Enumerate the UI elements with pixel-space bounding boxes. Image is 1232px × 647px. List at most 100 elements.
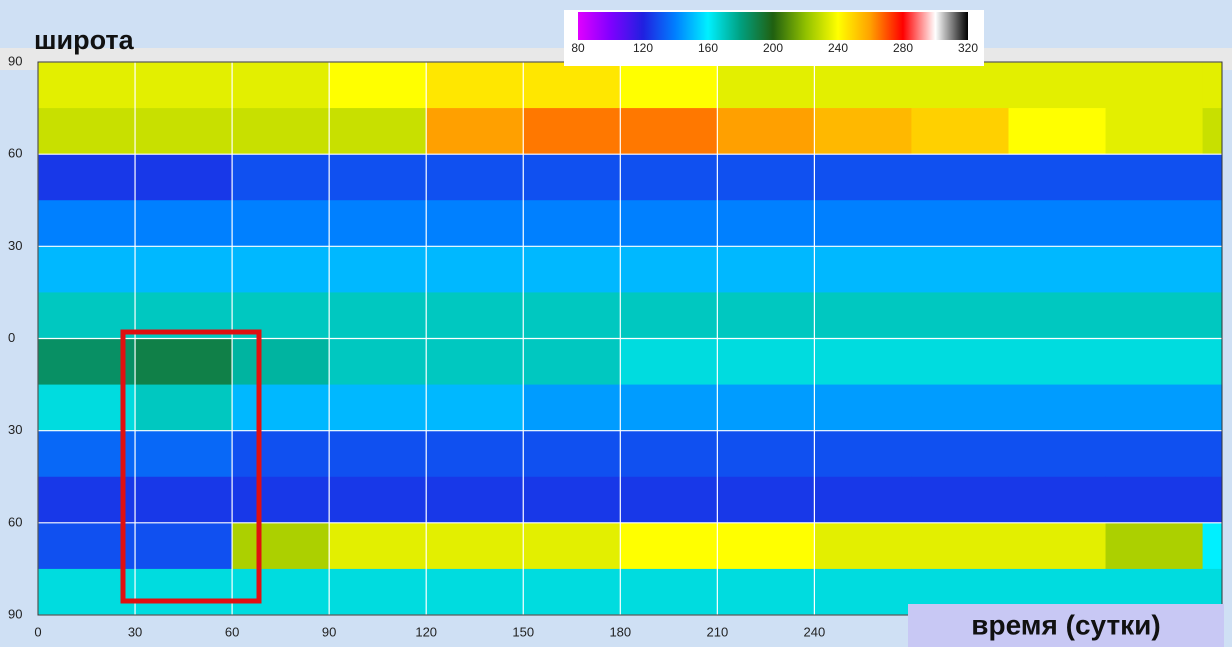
heat-cell bbox=[329, 200, 427, 247]
y-tick-label: 60 bbox=[8, 146, 22, 161]
heat-cell bbox=[814, 246, 912, 293]
heat-cell bbox=[523, 292, 621, 339]
heat-cell bbox=[1008, 62, 1106, 109]
heat-cell bbox=[232, 477, 330, 524]
heat-cell bbox=[426, 431, 524, 478]
heat-cell bbox=[1106, 154, 1204, 201]
heat-cell bbox=[620, 154, 718, 201]
heat-cell bbox=[426, 523, 524, 570]
x-tick-label: 150 bbox=[512, 624, 534, 639]
colorbar-tick-label: 280 bbox=[893, 41, 913, 55]
heat-cell bbox=[523, 339, 621, 386]
heat-cell bbox=[911, 523, 1009, 570]
y-tick-label: 30 bbox=[8, 422, 22, 437]
heat-cell bbox=[620, 339, 718, 386]
heat-cell bbox=[620, 200, 718, 247]
heat-cell bbox=[426, 154, 524, 201]
heat-cell bbox=[38, 246, 136, 293]
heat-cell bbox=[329, 154, 427, 201]
heat-cell bbox=[620, 431, 718, 478]
heat-cell bbox=[426, 62, 524, 109]
heat-cell bbox=[232, 385, 330, 432]
heat-cell bbox=[523, 246, 621, 293]
heat-cell bbox=[523, 431, 621, 478]
heat-cell bbox=[232, 339, 330, 386]
heat-cell bbox=[717, 477, 815, 524]
heat-cell bbox=[426, 385, 524, 432]
heat-cell bbox=[1106, 246, 1204, 293]
x-tick-label: 210 bbox=[706, 624, 728, 639]
heat-cell bbox=[620, 569, 718, 616]
heat-cell bbox=[135, 569, 233, 616]
heat-cell bbox=[1203, 523, 1223, 570]
heat-cell bbox=[329, 477, 427, 524]
heat-cell bbox=[1106, 385, 1204, 432]
heat-cell bbox=[814, 523, 912, 570]
y-tick-label: 0 bbox=[8, 330, 15, 345]
y-tick-label: 90 bbox=[8, 606, 22, 621]
x-tick-label: 30 bbox=[128, 624, 142, 639]
heat-cell bbox=[1203, 108, 1223, 155]
heat-cell bbox=[717, 569, 815, 616]
heat-cell bbox=[135, 154, 233, 201]
heat-cell bbox=[1106, 477, 1204, 524]
heat-cell bbox=[814, 154, 912, 201]
heat-cell bbox=[135, 385, 233, 432]
colorbar-tick-label: 120 bbox=[633, 41, 653, 55]
heat-cell bbox=[523, 385, 621, 432]
heat-cell bbox=[1106, 200, 1204, 247]
heat-cell bbox=[426, 292, 524, 339]
heat-cell bbox=[911, 292, 1009, 339]
y-tick-label: 90 bbox=[8, 53, 22, 68]
colorbar-tick-label: 240 bbox=[828, 41, 848, 55]
heat-cell bbox=[329, 431, 427, 478]
heat-cell bbox=[1106, 339, 1204, 386]
x-tick-label: 0 bbox=[34, 624, 41, 639]
heat-cell bbox=[426, 339, 524, 386]
heat-cell bbox=[329, 246, 427, 293]
heat-cell bbox=[232, 108, 330, 155]
heat-cell bbox=[717, 62, 815, 109]
x-tick-label: 90 bbox=[322, 624, 336, 639]
heat-cell bbox=[717, 246, 815, 293]
heat-cell bbox=[523, 569, 621, 616]
heat-cell bbox=[911, 62, 1009, 109]
heat-cell bbox=[38, 62, 136, 109]
heat-cell bbox=[426, 477, 524, 524]
heat-cell bbox=[1008, 154, 1106, 201]
heat-cell bbox=[717, 292, 815, 339]
heat-cell bbox=[1008, 477, 1106, 524]
heat-cell bbox=[232, 154, 330, 201]
heat-cell bbox=[814, 62, 912, 109]
heat-cell bbox=[1203, 385, 1223, 432]
colorbar-tick-label: 320 bbox=[958, 41, 978, 55]
heat-cell bbox=[135, 523, 233, 570]
x-tick-label: 180 bbox=[609, 624, 631, 639]
heat-cell bbox=[911, 200, 1009, 247]
x-tick-label: 120 bbox=[415, 624, 437, 639]
heat-cell bbox=[1203, 62, 1223, 109]
heat-cell bbox=[814, 108, 912, 155]
heat-cell bbox=[232, 569, 330, 616]
heat-cell bbox=[911, 154, 1009, 201]
heat-cell bbox=[1203, 200, 1223, 247]
heat-cell bbox=[1008, 108, 1106, 155]
heat-cell bbox=[38, 200, 136, 247]
heat-cell bbox=[620, 477, 718, 524]
heat-cell bbox=[426, 246, 524, 293]
heat-cell bbox=[523, 523, 621, 570]
heat-cell bbox=[135, 477, 233, 524]
heat-cell bbox=[1106, 62, 1204, 109]
heat-cell bbox=[329, 523, 427, 570]
heat-cell bbox=[717, 200, 815, 247]
colorbar-tick-label: 200 bbox=[763, 41, 783, 55]
heat-cell bbox=[523, 200, 621, 247]
heat-cell bbox=[38, 154, 136, 201]
y-tick-label: 60 bbox=[8, 514, 22, 529]
chart: 03060901201501802102409060300306090 широ… bbox=[0, 0, 1232, 647]
heat-cell bbox=[232, 431, 330, 478]
heat-cell bbox=[329, 292, 427, 339]
heat-cell bbox=[620, 62, 718, 109]
heat-cell bbox=[717, 385, 815, 432]
heat-cell bbox=[620, 385, 718, 432]
